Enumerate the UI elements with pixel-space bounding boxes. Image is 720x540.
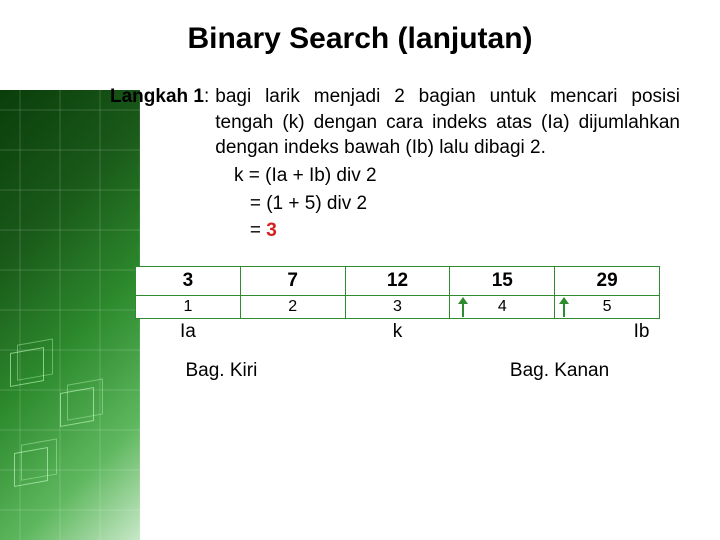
array-index: 2 (240, 295, 345, 318)
step-body: bagi larik menjadi 2 bagian untuk mencar… (209, 84, 680, 161)
page-title: Binary Search (lanjutan) (0, 0, 720, 56)
table-row-parts: Bag. Kiri Bag. Kanan (136, 346, 660, 385)
array-value: 12 (345, 266, 450, 295)
table-row-values: 3 7 12 15 29 (136, 266, 660, 295)
array-index: 5 (555, 295, 660, 318)
part-left-label: Bag. Kiri (136, 346, 346, 385)
array-index: 3 (345, 295, 450, 318)
table-row-pointers: Ia k Ib (136, 318, 660, 346)
step-description: Langkah 1 : bagi larik menjadi 2 bagian … (110, 84, 680, 244)
part-right-label: Bag. Kanan (450, 346, 660, 385)
array-value: 15 (450, 266, 555, 295)
pointer-ia: Ia (136, 318, 241, 346)
pointer-ib: Ib (555, 318, 660, 346)
arrow-icon (563, 303, 565, 317)
array-table: 3 7 12 15 29 1 2 3 4 5 Ia k Ib Bag. Kiri… (135, 266, 660, 385)
step-label: Langkah 1 (110, 84, 204, 161)
array-value: 3 (136, 266, 241, 295)
array-index: 1 (136, 295, 241, 318)
arrow-icon (462, 303, 464, 317)
formula-line-3: = 3 (110, 218, 680, 244)
table-row-indices: 1 2 3 4 5 (136, 295, 660, 318)
array-value: 29 (555, 266, 660, 295)
formula-result: 3 (266, 220, 277, 241)
formula-eq: = (234, 220, 266, 241)
pointer-k: k (345, 318, 450, 346)
formula-line-2: = (1 + 5) div 2 (110, 191, 680, 217)
array-value: 7 (240, 266, 345, 295)
formula-line-1: k = (Ia + Ib) div 2 (110, 163, 680, 189)
